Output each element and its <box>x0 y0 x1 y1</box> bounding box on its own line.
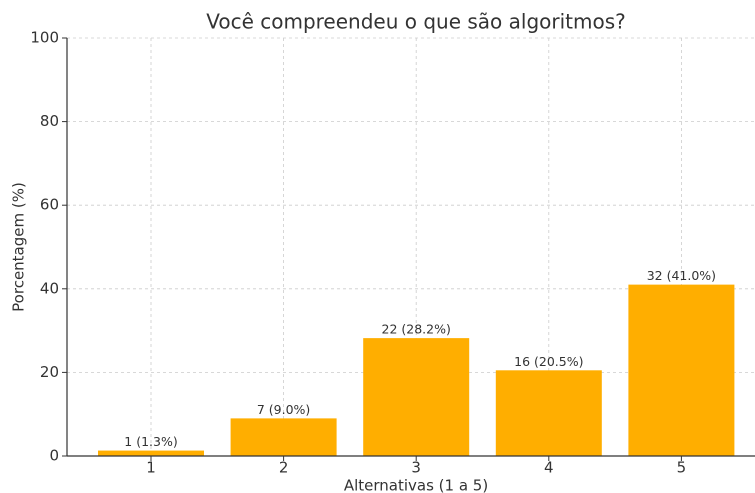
y-tick-label: 0 <box>49 447 59 465</box>
y-tick-label: 100 <box>30 29 59 47</box>
y-tick-label: 80 <box>40 112 59 130</box>
x-tick-label: 4 <box>544 459 554 477</box>
data-label: 7 (9.0%) <box>257 402 310 417</box>
y-tick-label: 60 <box>40 196 59 214</box>
x-axis-label: Alternativas (1 a 5) <box>344 477 488 493</box>
bar <box>495 370 602 456</box>
data-label: 22 (28.2%) <box>382 322 451 337</box>
bar <box>230 418 337 456</box>
data-label: 1 (1.3%) <box>124 434 177 449</box>
chart-title: Você compreendeu o que são algoritmos? <box>206 10 626 34</box>
bar <box>363 338 470 456</box>
data-label: 16 (20.5%) <box>514 354 583 369</box>
y-tick-label: 20 <box>40 363 59 381</box>
x-tick-label: 1 <box>146 459 156 477</box>
data-label: 32 (41.0%) <box>647 268 716 283</box>
bar <box>628 284 735 456</box>
y-axis-label: Porcentagem (%) <box>10 182 28 312</box>
y-tick-label: 40 <box>40 279 59 297</box>
bar <box>98 450 204 456</box>
x-tick-label: 2 <box>279 459 289 477</box>
x-tick-label: 3 <box>411 459 421 477</box>
x-tick-label: 5 <box>677 459 687 477</box>
